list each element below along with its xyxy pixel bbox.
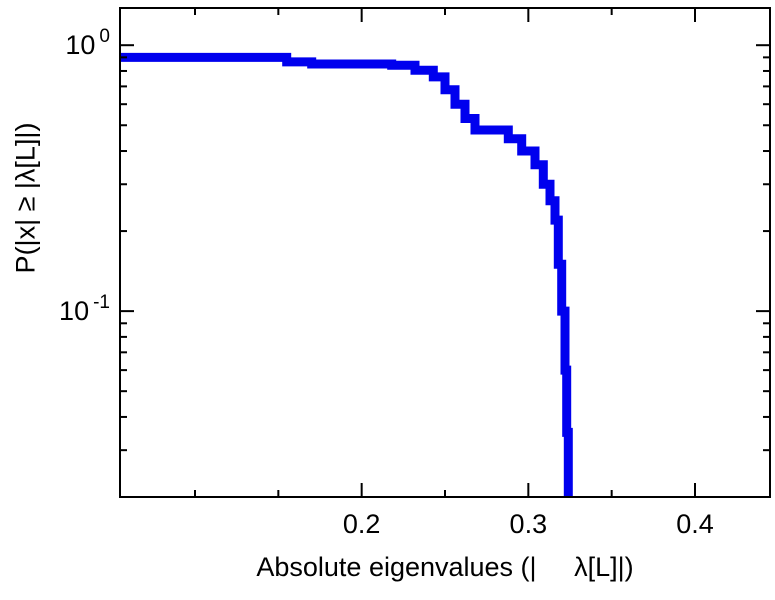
x-tick-label: 0.4	[676, 509, 714, 539]
y-tick-label: 10 -1	[59, 292, 110, 326]
y-tick-label: 10 0	[65, 26, 110, 60]
y-axis-title: P(|x| ≥ |λ[L]|)	[10, 122, 41, 274]
ccdf-of-absolute-eigenvalues-curve	[120, 52, 573, 497]
x-axis-title: Absolute eigenvalues (| λ[L]|)	[256, 552, 634, 582]
x-tick-label: 0.2	[343, 509, 381, 539]
x-tick-label: 0.3	[510, 509, 548, 539]
